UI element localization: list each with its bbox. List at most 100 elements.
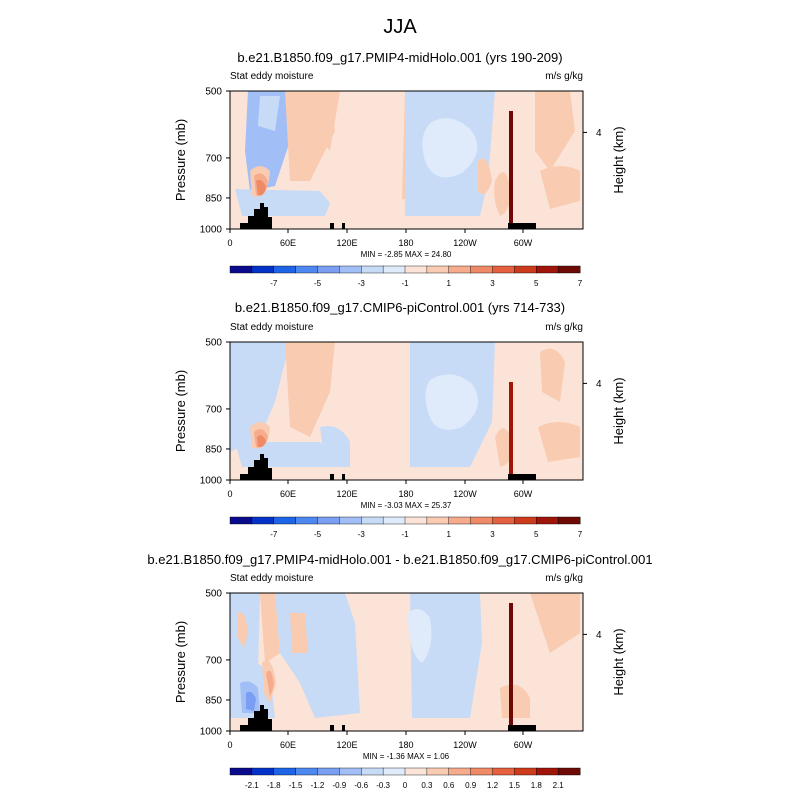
y2-tick-label: 4: [596, 630, 602, 641]
x-tick-label: 180: [398, 740, 413, 750]
colorbar-swatch: [470, 767, 493, 776]
contour-region: [246, 691, 256, 711]
panel-title: b.e21.B1850.f09_g17.CMIP6-piControl.001 …: [235, 300, 565, 315]
colorbar-swatch: [382, 265, 406, 274]
contour-region: [530, 593, 580, 653]
contour-region: [290, 613, 308, 653]
colorbar-swatch: [317, 767, 340, 776]
colorbar-swatch: [514, 767, 537, 776]
y-tick-label: 700: [205, 153, 222, 164]
colorbar-label: -3: [358, 279, 366, 288]
colorbar-swatch: [536, 516, 559, 525]
colorbar-swatch: [492, 516, 515, 525]
y-axis: 500 700 850 1000 Pressure (mb): [173, 87, 230, 236]
colorbar-swatch: [251, 265, 275, 274]
x-tick-label: 60W: [514, 740, 533, 750]
colorbar-swatch: [339, 265, 362, 274]
y2-axis: 4 Height (km): [583, 377, 626, 445]
colorbar-swatch: [514, 516, 537, 525]
y-axis-title: Pressure (mb): [173, 370, 188, 452]
colorbar: -7 -5 -3 -1 1 3 5 7: [229, 265, 583, 288]
colorbar-swatch: [404, 767, 428, 776]
y2-axis-title: Height (km): [611, 126, 626, 193]
colorbar-swatch: [339, 767, 362, 776]
colorbar-label: -3: [358, 530, 366, 539]
contour-region: [535, 91, 575, 171]
y-tick-label: 500: [205, 87, 222, 98]
x-tick-label: 120E: [336, 489, 357, 499]
contour-region: [478, 158, 492, 195]
contour-region: [540, 348, 565, 402]
colorbar-swatch: [361, 767, 384, 776]
contour-region: [266, 670, 274, 697]
colorbar-swatch: [382, 516, 406, 525]
contour-region: [238, 612, 248, 648]
contour-region: [230, 342, 290, 452]
colorbar-label: 7: [578, 279, 583, 288]
y-tick-label: 850: [205, 695, 222, 706]
x-tick-label: 120E: [336, 740, 357, 750]
colorbar-label: 5: [534, 279, 539, 288]
colorbar-swatch: [339, 516, 362, 525]
colorbar-swatch: [426, 767, 450, 776]
moisture-spike: [509, 603, 513, 731]
contour-region: [570, 593, 580, 613]
contour-region: [285, 342, 335, 437]
colorbar-swatch: [492, 767, 515, 776]
contour-region: [495, 428, 513, 467]
x-tick-label: 180: [398, 238, 413, 248]
colorbar-swatch: [295, 767, 318, 776]
colorbar-swatch: [295, 265, 318, 274]
colorbar-swatch: [361, 265, 384, 274]
panel-left-label: Stat eddy moisture: [230, 71, 314, 82]
y-tick-label: 500: [205, 589, 222, 600]
colorbar-swatch: [295, 516, 318, 525]
colorbar-swatch: [273, 265, 297, 274]
y-tick-label: 700: [205, 404, 222, 415]
contour-region: [320, 91, 340, 151]
colorbar-swatch: [229, 516, 253, 525]
x-tick-label: 120W: [453, 489, 477, 499]
colorbar-swatch: [492, 265, 515, 274]
plot-area: [230, 342, 583, 480]
moisture-spike: [509, 111, 513, 229]
contour-region: [257, 435, 266, 448]
colorbar-swatch: [448, 516, 472, 525]
y-tick-label: 1000: [200, 225, 223, 236]
x-tick-label: 180: [398, 489, 413, 499]
colorbar-label: 0: [403, 781, 408, 790]
contour-region: [540, 166, 580, 209]
y-axis: 500 700 850 1000 Pressure (mb): [173, 338, 230, 487]
colorbar-label: -7: [270, 279, 278, 288]
colorbar-label: 2.1: [553, 781, 565, 790]
panel-left-label: Stat eddy moisture: [230, 322, 314, 333]
min-max-stats: MIN = -1.36 MAX = 1.06: [363, 752, 450, 761]
y-tick-label: 1000: [200, 476, 223, 487]
colorbar-swatch: [470, 265, 493, 274]
colorbar-swatch: [404, 516, 428, 525]
contour-region: [500, 684, 530, 718]
colorbar-label: 1.8: [531, 781, 543, 790]
colorbar-label: -5: [314, 530, 322, 539]
y-axis-title: Pressure (mb): [173, 621, 188, 703]
colorbar-swatch: [470, 516, 493, 525]
min-max-stats: MIN = -3.03 MAX = 25.37: [361, 501, 452, 510]
topography: [240, 454, 536, 480]
main-title: JJA: [383, 16, 417, 38]
colorbar-label: 3: [490, 279, 495, 288]
min-max-stats: MIN = -2.85 MAX = 24.80: [361, 250, 452, 259]
panel-units-label: m/s g/kg: [545, 322, 583, 333]
colorbar-swatch: [229, 767, 253, 776]
colorbar-swatch: [361, 516, 384, 525]
colorbar-swatch: [251, 767, 275, 776]
plot-area: [230, 91, 583, 229]
x-axis: 0 60E 120E 180 120W 60W: [227, 480, 533, 499]
x-tick-label: 120E: [336, 238, 357, 248]
colorbar-swatch: [251, 516, 275, 525]
colorbar-label: -0.9: [332, 781, 346, 790]
y2-axis-title: Height (km): [611, 377, 626, 444]
colorbar-swatch: [229, 265, 253, 274]
plot-area: [230, 593, 583, 731]
y-tick-label: 1000: [200, 727, 223, 738]
